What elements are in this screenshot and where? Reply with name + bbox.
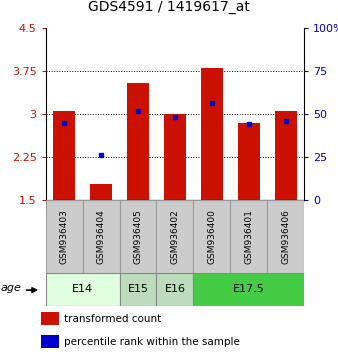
Bar: [46, 273, 120, 306]
Bar: [120, 273, 156, 306]
Text: GSM936404: GSM936404: [97, 209, 105, 264]
Bar: [41, 335, 59, 348]
Text: percentile rank within the sample: percentile rank within the sample: [64, 337, 240, 347]
Text: GSM936401: GSM936401: [244, 209, 253, 264]
Text: E17.5: E17.5: [233, 284, 265, 295]
Text: age: age: [1, 283, 22, 293]
Bar: [164, 114, 186, 200]
Bar: [90, 184, 112, 200]
Bar: [230, 200, 267, 273]
Text: GSM936402: GSM936402: [170, 209, 179, 264]
Bar: [41, 312, 59, 325]
Bar: [53, 111, 75, 200]
Bar: [275, 111, 297, 200]
Text: GDS4591 / 1419617_at: GDS4591 / 1419617_at: [88, 0, 250, 14]
Bar: [156, 200, 193, 273]
Text: E16: E16: [164, 284, 186, 295]
Text: GSM936403: GSM936403: [59, 209, 69, 264]
Bar: [127, 83, 149, 200]
Bar: [156, 273, 193, 306]
Text: E14: E14: [72, 284, 93, 295]
Bar: [267, 200, 304, 273]
Bar: [193, 200, 230, 273]
Text: GSM936400: GSM936400: [207, 209, 216, 264]
Text: GSM936406: GSM936406: [281, 209, 290, 264]
Bar: [238, 123, 260, 200]
Bar: [201, 68, 223, 200]
Text: transformed count: transformed count: [64, 314, 162, 324]
Bar: [46, 200, 82, 273]
Bar: [120, 200, 156, 273]
Text: E15: E15: [127, 284, 148, 295]
Bar: [82, 200, 120, 273]
Text: GSM936405: GSM936405: [134, 209, 143, 264]
Bar: [193, 273, 304, 306]
